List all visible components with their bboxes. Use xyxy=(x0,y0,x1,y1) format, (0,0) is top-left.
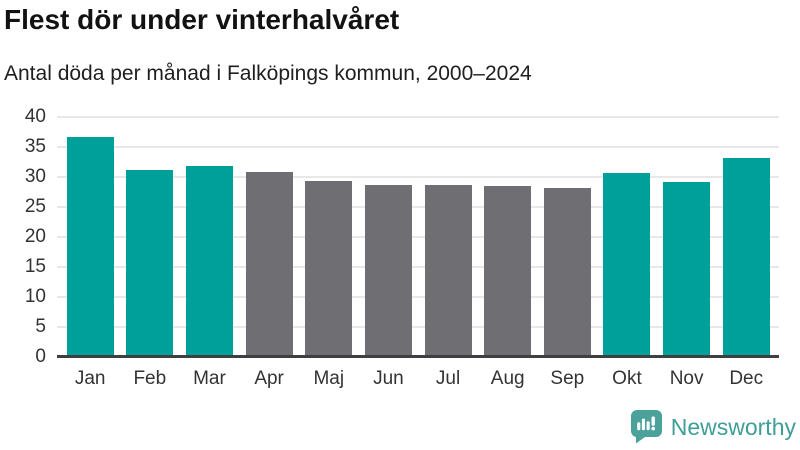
newsworthy-brand-name: Newsworthy xyxy=(670,413,796,440)
gridline-40 xyxy=(57,116,779,118)
bar-sep xyxy=(543,188,591,357)
x-axis-line xyxy=(57,355,779,358)
x-tick-label-maj: Maj xyxy=(313,368,345,389)
y-tick-label-40: 40 xyxy=(24,106,46,127)
y-tick-label-5: 5 xyxy=(35,316,46,337)
x-tick-label-jan: Jan xyxy=(74,368,106,389)
y-tick-label-30: 30 xyxy=(24,166,46,187)
gridline-10 xyxy=(57,296,779,298)
x-tick-label-okt: Okt xyxy=(612,368,642,389)
y-tick-label-20: 20 xyxy=(24,226,46,247)
x-tick-label-apr: Apr xyxy=(254,368,284,389)
bar-nov xyxy=(663,182,711,357)
chart-title: Flest dör under vinterhalvåret xyxy=(4,4,400,35)
x-tick-label-jul: Jul xyxy=(435,368,461,389)
x-tick-label-dec: Dec xyxy=(729,368,764,389)
bar-jan xyxy=(66,137,114,357)
gridline-20 xyxy=(57,236,779,238)
x-tick-label-mar: Mar xyxy=(193,368,226,389)
gridline-5 xyxy=(57,326,779,328)
x-tick-label-aug: Aug xyxy=(490,368,525,389)
x-tick-label-sep: Sep xyxy=(550,368,585,389)
bar-jun xyxy=(364,184,412,357)
bar-dec xyxy=(722,157,770,357)
plot-area xyxy=(57,116,779,358)
bar-feb xyxy=(126,170,174,357)
y-tick-label-35: 35 xyxy=(24,136,46,157)
y-tick-label-0: 0 xyxy=(35,346,46,367)
gridline-25 xyxy=(57,206,779,208)
y-tick-label-25: 25 xyxy=(24,196,46,217)
bar-aug xyxy=(484,186,532,357)
newsworthy-brand-link[interactable]: Newsworthy xyxy=(630,410,796,444)
bar-jul xyxy=(424,184,472,357)
bar-okt xyxy=(603,173,651,357)
chart-subtitle: Antal döda per månad i Falköpings kommun… xyxy=(4,62,532,85)
bar-mar xyxy=(185,165,233,357)
newsworthy-logo-icon xyxy=(630,410,662,444)
bar-apr xyxy=(245,172,293,357)
y-tick-label-15: 15 xyxy=(24,256,46,277)
x-tick-label-nov: Nov xyxy=(669,368,704,389)
gridline-15 xyxy=(57,266,779,268)
x-tick-label-feb: Feb xyxy=(133,368,167,389)
x-tick-label-jun: Jun xyxy=(373,368,404,389)
bar-maj xyxy=(305,180,353,357)
gridline-30 xyxy=(57,176,779,178)
gridline-35 xyxy=(57,146,779,148)
y-tick-label-10: 10 xyxy=(24,286,46,307)
